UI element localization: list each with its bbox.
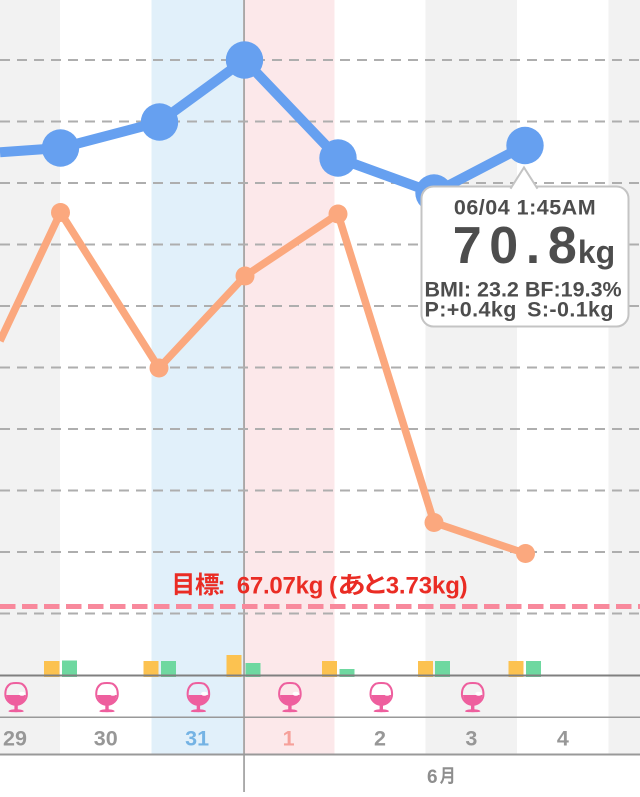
svg-text:06/04 1:45AM: 06/04 1:45AM	[454, 196, 596, 220]
svg-text:(: (	[329, 572, 337, 599]
svg-text:6: 6	[427, 767, 438, 788]
svg-text:BMI: 23.2 BF:19.3%: BMI: 23.2 BF:19.3%	[425, 278, 622, 302]
svg-text::: :	[218, 572, 226, 599]
svg-text:30: 30	[94, 727, 118, 751]
svg-text:31: 31	[185, 727, 209, 751]
svg-text:29: 29	[3, 727, 27, 751]
svg-text:1: 1	[283, 727, 295, 751]
svg-text:4: 4	[557, 727, 569, 751]
svg-text:67.07kg: 67.07kg	[237, 572, 323, 599]
svg-text:): )	[460, 572, 468, 599]
svg-text:2: 2	[374, 727, 386, 751]
svg-text:3: 3	[465, 727, 477, 751]
svg-text:70.8kg: 70.8kg	[453, 217, 615, 275]
svg-text:3.73kg: 3.73kg	[386, 572, 460, 599]
